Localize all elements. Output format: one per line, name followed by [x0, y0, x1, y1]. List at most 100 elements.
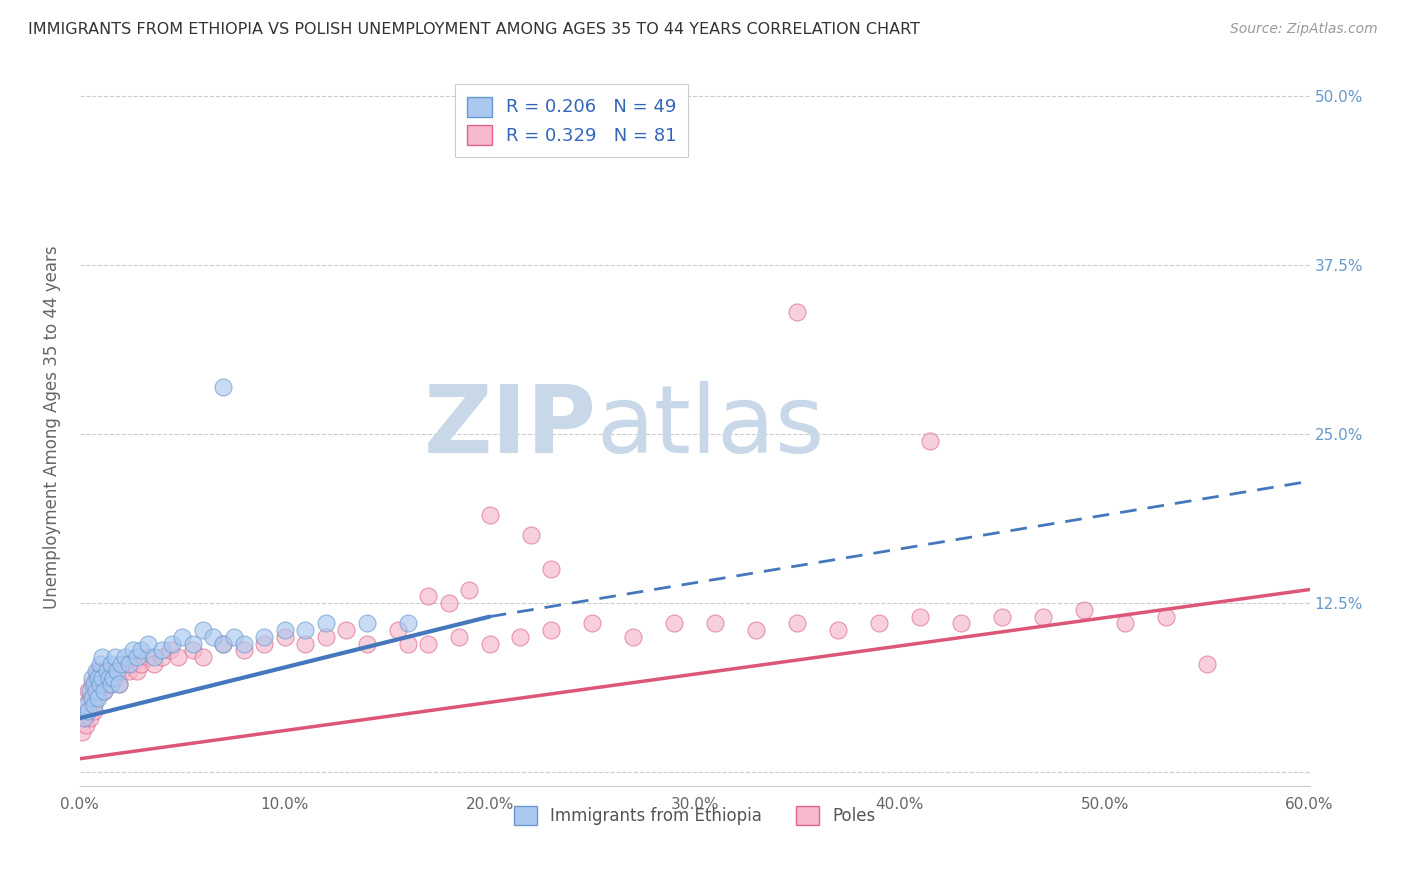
Point [222, 630, 245, 644]
Text: ZIP: ZIP [423, 381, 596, 473]
Point [786, 616, 808, 631]
Point [827, 623, 849, 637]
Text: IMMIGRANTS FROM ETHIOPIA VS POLISH UNEMPLOYMENT AMONG AGES 35 TO 44 YEARS CORREL: IMMIGRANTS FROM ETHIOPIA VS POLISH UNEMP… [28, 22, 920, 37]
Point [87, 690, 110, 705]
Point [118, 664, 141, 678]
Point [160, 637, 183, 651]
Point [920, 434, 942, 448]
Point [82, 671, 104, 685]
Point [315, 630, 337, 644]
Point [142, 650, 165, 665]
Point [122, 657, 145, 671]
Point [89, 657, 111, 671]
Point [93, 684, 115, 698]
Point [191, 623, 214, 637]
Point [97, 664, 120, 678]
Point [100, 677, 122, 691]
Point [253, 637, 276, 651]
Point [79, 690, 101, 705]
Point [131, 657, 153, 671]
Point [89, 664, 111, 678]
Point [181, 643, 204, 657]
Point [108, 677, 131, 691]
Point [136, 637, 159, 651]
Point [991, 609, 1014, 624]
Point [447, 630, 470, 644]
Point [540, 623, 562, 637]
Point [93, 684, 115, 698]
Point [232, 637, 254, 651]
Point [84, 690, 107, 705]
Point [181, 637, 204, 651]
Point [82, 698, 104, 712]
Point [89, 677, 111, 691]
Point [704, 616, 727, 631]
Point [83, 677, 105, 691]
Point [83, 684, 105, 698]
Point [75, 718, 97, 732]
Point [87, 664, 110, 678]
Point [77, 704, 100, 718]
Point [1114, 616, 1136, 631]
Point [108, 677, 131, 691]
Point [104, 664, 127, 678]
Point [110, 657, 132, 671]
Point [93, 671, 115, 685]
Legend: Immigrants from Ethiopia, Poles: Immigrants from Ethiopia, Poles [503, 796, 886, 835]
Point [1154, 609, 1177, 624]
Point [950, 616, 973, 631]
Point [96, 664, 118, 678]
Y-axis label: Unemployment Among Ages 35 to 44 years: Unemployment Among Ages 35 to 44 years [44, 245, 60, 609]
Point [75, 698, 97, 712]
Point [664, 616, 686, 631]
Point [127, 664, 149, 678]
Point [437, 596, 460, 610]
Point [1073, 603, 1095, 617]
Point [159, 643, 181, 657]
Point [167, 650, 190, 665]
Point [418, 590, 440, 604]
Point [87, 684, 110, 698]
Point [105, 664, 128, 678]
Point [868, 616, 890, 631]
Point [77, 704, 100, 718]
Point [396, 616, 419, 631]
Point [114, 657, 136, 671]
Point [114, 650, 136, 665]
Point [150, 650, 173, 665]
Point [458, 582, 481, 597]
Point [253, 630, 276, 644]
Point [110, 664, 132, 678]
Point [84, 664, 107, 678]
Point [91, 684, 114, 698]
Point [91, 650, 114, 665]
Point [83, 698, 105, 712]
Point [212, 379, 235, 393]
Point [1032, 609, 1054, 624]
Point [396, 637, 419, 651]
Point [83, 704, 105, 718]
Point [91, 664, 114, 678]
Point [89, 677, 111, 691]
Point [202, 630, 225, 644]
Point [127, 650, 149, 665]
Point [150, 643, 173, 657]
Point [908, 609, 931, 624]
Point [540, 562, 562, 576]
Point [274, 623, 297, 637]
Point [294, 623, 316, 637]
Point [82, 690, 104, 705]
Point [356, 637, 378, 651]
Point [142, 657, 165, 671]
Point [75, 698, 97, 712]
Point [509, 630, 531, 644]
Text: Source: ZipAtlas.com: Source: ZipAtlas.com [1230, 22, 1378, 37]
Point [387, 623, 409, 637]
Point [82, 677, 104, 691]
Point [101, 671, 124, 685]
Point [79, 711, 101, 725]
Point [274, 630, 297, 644]
Point [581, 616, 603, 631]
Point [745, 623, 768, 637]
Point [91, 671, 114, 685]
